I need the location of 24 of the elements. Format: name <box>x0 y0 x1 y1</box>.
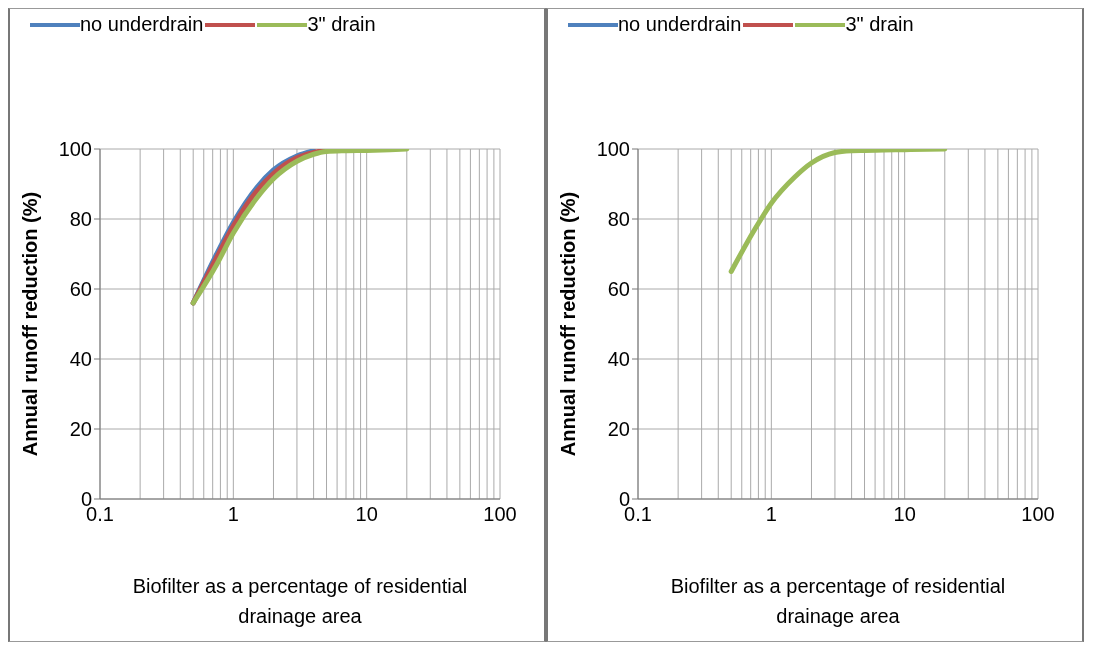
y-tick-label: 80 <box>607 208 630 231</box>
y-axis-title: Annual runoff reduction (%) <box>557 191 580 457</box>
x-tick-label: 10 <box>355 503 378 526</box>
y-tick-label: 60 <box>607 278 630 301</box>
y-tick-label: 100 <box>596 138 630 161</box>
x-axis-title: Biofilter as a percentage of residential drainage area <box>669 574 1007 629</box>
x-tick-label: 100 <box>1021 503 1055 526</box>
y-tick-label: 60 <box>69 278 92 301</box>
y-tick-label: 80 <box>69 208 92 231</box>
y-tick-label: 20 <box>69 418 92 441</box>
x-tick-label: 10 <box>893 503 916 526</box>
y-tick-label: 20 <box>607 418 630 441</box>
y-tick-label: 40 <box>607 348 630 371</box>
legend-label: 3" drain <box>307 13 376 36</box>
x-axis-title: Biofilter as a percentage of residential drainage area <box>131 574 469 629</box>
y-tick-label: 100 <box>58 138 92 161</box>
x-tick-label: 1 <box>765 503 777 526</box>
legend-label: no underdrain <box>618 13 742 36</box>
y-axis-title: Annual runoff reduction (%) <box>19 191 42 457</box>
legend-label: no underdrain <box>80 13 204 36</box>
y-tick-label: 40 <box>69 348 92 371</box>
legend-label: 3" drain <box>845 13 914 36</box>
x-tick-label: 100 <box>483 503 517 526</box>
x-tick-label: 1 <box>227 503 239 526</box>
